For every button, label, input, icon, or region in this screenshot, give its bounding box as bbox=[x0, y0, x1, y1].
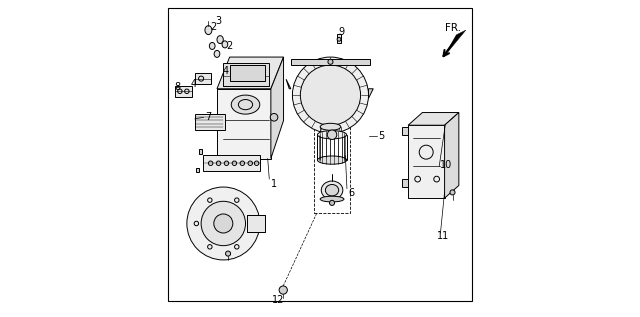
Ellipse shape bbox=[209, 42, 215, 49]
Bar bbox=[337, 34, 341, 43]
Ellipse shape bbox=[217, 36, 223, 43]
Circle shape bbox=[300, 65, 360, 125]
Polygon shape bbox=[403, 179, 408, 187]
Ellipse shape bbox=[317, 131, 347, 139]
Polygon shape bbox=[230, 65, 264, 81]
Polygon shape bbox=[203, 155, 260, 171]
Polygon shape bbox=[217, 57, 284, 89]
Ellipse shape bbox=[317, 156, 347, 164]
Polygon shape bbox=[195, 114, 225, 130]
Circle shape bbox=[328, 59, 333, 64]
Polygon shape bbox=[196, 168, 199, 172]
Polygon shape bbox=[445, 113, 459, 198]
Text: 10: 10 bbox=[440, 160, 452, 170]
Text: 4: 4 bbox=[191, 79, 196, 89]
Text: 12: 12 bbox=[272, 294, 284, 305]
Ellipse shape bbox=[325, 184, 339, 196]
Polygon shape bbox=[175, 86, 191, 97]
Polygon shape bbox=[195, 73, 211, 84]
Text: 8: 8 bbox=[175, 82, 181, 92]
Polygon shape bbox=[198, 149, 202, 154]
Text: 2: 2 bbox=[227, 41, 233, 51]
Polygon shape bbox=[223, 63, 269, 86]
Circle shape bbox=[337, 37, 341, 41]
Text: 1: 1 bbox=[271, 179, 277, 189]
Circle shape bbox=[330, 200, 335, 205]
Polygon shape bbox=[444, 30, 466, 57]
Circle shape bbox=[201, 201, 246, 246]
Text: 5: 5 bbox=[379, 131, 385, 141]
Polygon shape bbox=[408, 113, 459, 125]
Polygon shape bbox=[271, 57, 284, 158]
Circle shape bbox=[187, 187, 260, 260]
Polygon shape bbox=[291, 59, 370, 65]
Ellipse shape bbox=[231, 95, 260, 114]
Bar bbox=[314, 127, 350, 213]
Polygon shape bbox=[247, 215, 264, 232]
Circle shape bbox=[450, 190, 455, 195]
Text: 7: 7 bbox=[205, 112, 211, 122]
Text: FR.: FR. bbox=[445, 23, 461, 33]
Text: 6: 6 bbox=[349, 188, 355, 198]
Ellipse shape bbox=[214, 50, 220, 57]
Polygon shape bbox=[408, 125, 445, 198]
Circle shape bbox=[225, 251, 230, 256]
Ellipse shape bbox=[222, 41, 228, 48]
Circle shape bbox=[279, 286, 287, 294]
Ellipse shape bbox=[321, 181, 343, 199]
Circle shape bbox=[327, 130, 337, 139]
Text: 4: 4 bbox=[222, 66, 228, 76]
Ellipse shape bbox=[205, 26, 212, 35]
Text: 11: 11 bbox=[436, 231, 449, 241]
Text: 9: 9 bbox=[339, 27, 344, 37]
Polygon shape bbox=[403, 127, 408, 135]
Polygon shape bbox=[369, 89, 373, 98]
Text: 2: 2 bbox=[211, 22, 217, 32]
Text: 3: 3 bbox=[216, 16, 221, 26]
Circle shape bbox=[270, 113, 278, 121]
Polygon shape bbox=[286, 79, 291, 89]
Circle shape bbox=[292, 57, 369, 133]
Ellipse shape bbox=[320, 196, 344, 202]
Polygon shape bbox=[217, 89, 271, 158]
Ellipse shape bbox=[320, 123, 340, 130]
Circle shape bbox=[214, 214, 233, 233]
